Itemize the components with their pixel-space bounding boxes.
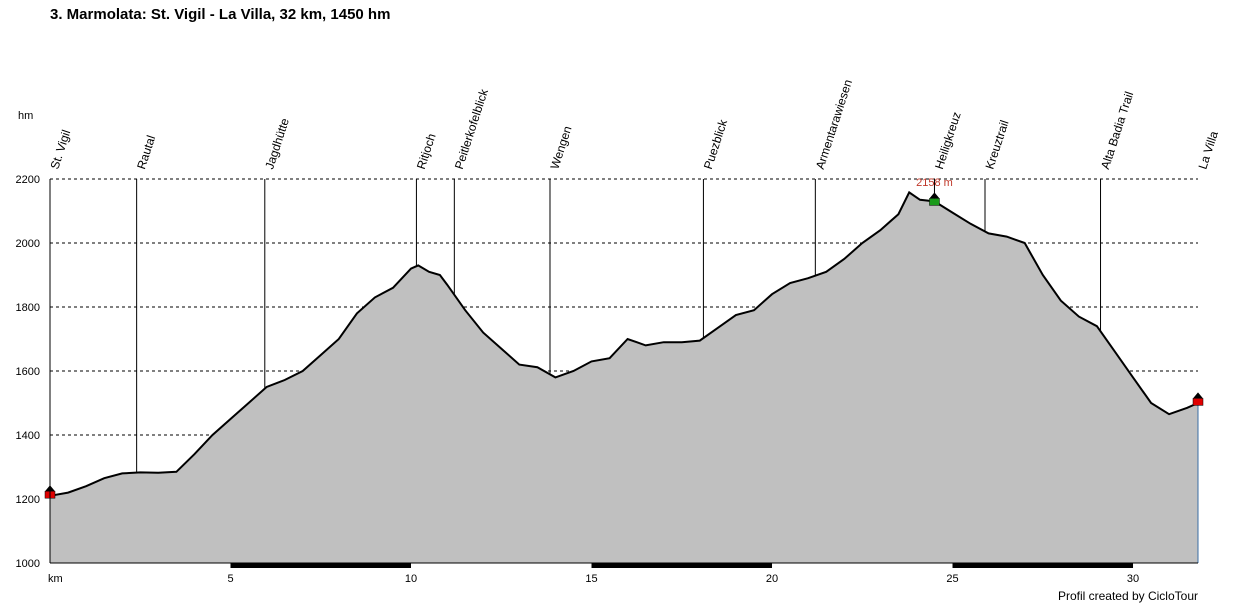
- x-tick-label: 25: [946, 573, 958, 585]
- profile-layer: [49, 190, 1199, 563]
- waypoint-label: Puezblick: [701, 117, 730, 171]
- x-tick-label: 30: [1127, 573, 1139, 585]
- waypoint-label: Heiligkreuz: [932, 110, 964, 171]
- x-tick-label: 5: [227, 573, 233, 585]
- waypoint-label: Kreuztrail: [983, 118, 1012, 171]
- marker-roof: [1193, 392, 1203, 399]
- y-axis-label: hm: [18, 110, 33, 122]
- y-tick-label: 1200: [16, 494, 40, 506]
- y-tick-label: 1800: [16, 302, 40, 314]
- end-marker: [1192, 392, 1204, 406]
- axes-layer: 1000 1200 1400 1600 1800 2000 2200 5 10 15 20 25 30: [16, 174, 1198, 585]
- waypoint-label: Alta Badia Trail: [1098, 90, 1136, 171]
- markers-layer: 2158 m: [44, 177, 1204, 499]
- x-tick-label: 10: [405, 573, 417, 585]
- marker-roof: [929, 192, 940, 199]
- km-band: [952, 563, 1134, 568]
- waypoint-label: La Villa: [1196, 129, 1222, 171]
- km-band: [230, 563, 412, 568]
- waypoint-label: Ritjoch: [414, 132, 439, 171]
- peak-label: 2158 m: [916, 177, 953, 189]
- waypoint-label: Wengen: [548, 124, 575, 171]
- elevation-area: [50, 192, 1198, 563]
- x-axis-label: km: [48, 573, 63, 585]
- y-tick-label: 2200: [16, 174, 40, 186]
- marker-body: [929, 198, 940, 206]
- y-tick-label: 1400: [16, 430, 40, 442]
- y-tick-label: 1000: [16, 558, 40, 570]
- waypoint-label: St. Vigil: [48, 128, 74, 171]
- km-band: [591, 563, 773, 568]
- elevation-line: [49, 190, 1199, 497]
- x-tick-label: 15: [585, 573, 597, 585]
- credit-text: Profil created by CicloTour: [1058, 589, 1198, 603]
- y-tick-label: 1600: [16, 366, 40, 378]
- marker-body: [1192, 398, 1204, 406]
- waypoint-label: Peitlerkofelblick: [452, 86, 491, 171]
- y-tick-label: 2000: [16, 238, 40, 250]
- x-tick-label: 20: [766, 573, 778, 585]
- peak-marker: [929, 192, 940, 206]
- waypoint-label: Armentarawiesen: [813, 78, 855, 171]
- chart-title: 3. Marmolata: St. Vigil - La Villa, 32 k…: [50, 6, 390, 23]
- waypoint-label: Rautal: [134, 134, 158, 171]
- waypoint-label: Jagdhütte: [262, 116, 292, 171]
